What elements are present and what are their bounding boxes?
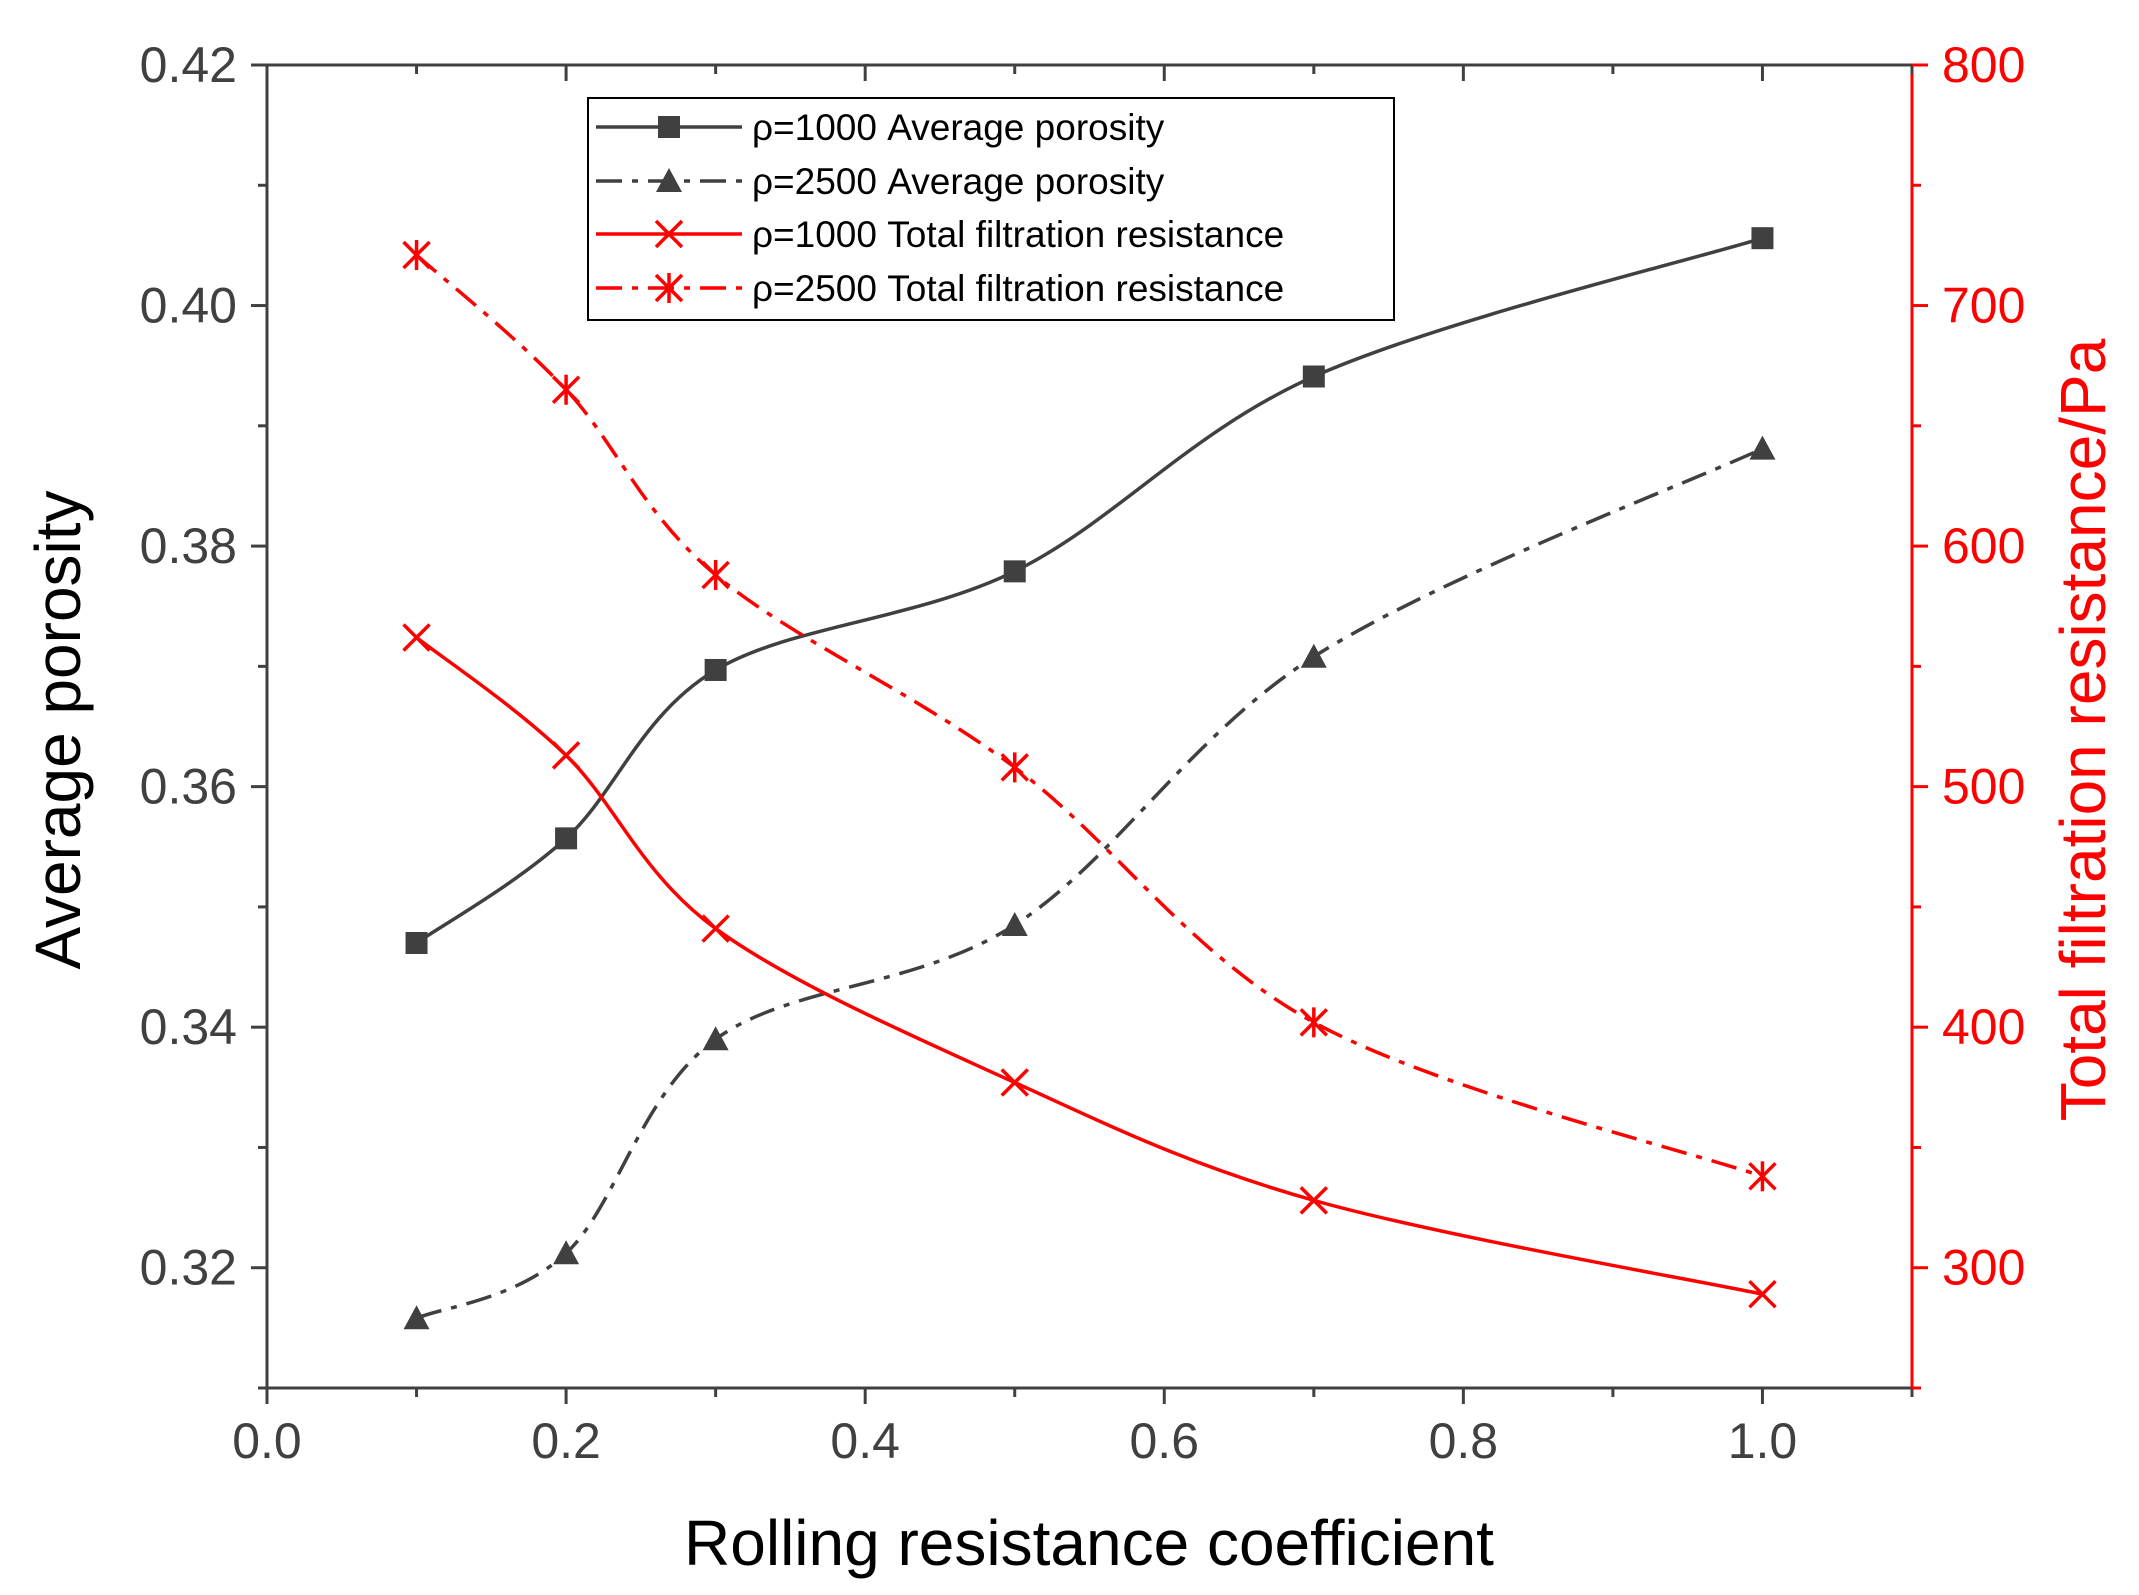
x-tick-label: 0.0 — [232, 1413, 302, 1469]
legend-label: ρ=2500 Average porosity — [752, 161, 1165, 202]
legend: ρ=1000 Average porosity ρ=2500 Average po… — [587, 97, 1395, 321]
data-point — [1000, 752, 1029, 783]
legend-item: ρ=1000 Total filtration resistance — [596, 214, 1284, 255]
data-point — [551, 741, 581, 770]
legend-item: ρ=2500 Total filtration resistance — [596, 268, 1284, 309]
data-point — [704, 658, 727, 681]
data-point — [403, 1305, 430, 1330]
y-right-axis-title: Total filtration resistance/Pa — [2047, 338, 2119, 1121]
series-2 — [403, 435, 1776, 1330]
data-point — [1749, 435, 1776, 460]
legend-marker — [654, 273, 684, 303]
data-point-stroke — [1299, 1186, 1329, 1215]
data-point — [701, 914, 730, 943]
data-point — [402, 623, 431, 652]
y-right-tick-label: 600 — [1942, 518, 2025, 574]
y-right-tick-label: 300 — [1942, 1240, 2025, 1296]
series-layer — [402, 227, 1777, 1330]
legend-marker — [656, 168, 682, 192]
series-3 — [402, 623, 1777, 1309]
series-line — [415, 447, 1764, 1320]
y-right-tick-label: 500 — [1942, 759, 2025, 815]
legend-label: ρ=2500 Total filtration resistance — [752, 268, 1284, 309]
series-line — [415, 636, 1763, 1296]
data-point — [1751, 227, 1774, 250]
data-point-stroke — [551, 741, 581, 770]
data-point-stroke — [1000, 1068, 1029, 1097]
x-tick-label: 0.2 — [531, 1413, 601, 1469]
legend-label: ρ=1000 Total filtration resistance — [752, 214, 1284, 255]
y-left-tick-label: 0.38 — [140, 518, 237, 574]
data-point — [402, 240, 431, 271]
series-line — [415, 253, 1764, 1178]
x-tick-label: 0.6 — [1130, 1413, 1200, 1469]
legend-item: ρ=2500 Average porosity — [596, 161, 1165, 202]
y-left-tick-label: 0.36 — [140, 759, 237, 815]
x-tick-label: 1.0 — [1728, 1413, 1798, 1469]
legend-marker — [658, 116, 680, 138]
data-point — [1003, 560, 1026, 583]
data-point-stroke — [402, 623, 431, 652]
y-left-tick-label: 0.34 — [140, 999, 237, 1055]
data-point — [701, 559, 730, 590]
data-point — [1748, 1279, 1777, 1309]
y-left-tick-label: 0.40 — [140, 278, 237, 334]
data-point — [1302, 365, 1325, 388]
data-point — [1299, 1186, 1329, 1215]
x-tick-label: 0.4 — [830, 1413, 900, 1469]
legend-label: ρ=1000 Average porosity — [752, 107, 1165, 148]
legend-marker — [654, 219, 684, 249]
y-right-tick-label: 800 — [1942, 37, 2025, 93]
data-point — [1000, 1068, 1029, 1097]
data-point — [405, 931, 428, 954]
series-1 — [405, 227, 1774, 954]
y-left-tick-label: 0.32 — [140, 1240, 237, 1296]
data-point — [553, 1240, 580, 1265]
y-right-tick-label: 700 — [1942, 278, 2025, 334]
x-tick-label: 0.8 — [1429, 1413, 1499, 1469]
data-point — [1299, 1007, 1329, 1038]
data-point — [1300, 643, 1327, 668]
series-4 — [402, 240, 1777, 1192]
data-point — [1748, 1161, 1777, 1192]
data-point-stroke — [1748, 1279, 1777, 1309]
axes: 0.0 0.2 0.4 0.6 0.8 1.0 0.32 0.34 0.36 0.38 0.40 0.… — [140, 37, 2026, 1469]
data-point — [702, 1026, 729, 1051]
legend-marker-stroke — [654, 219, 684, 249]
data-point — [555, 827, 578, 850]
y-left-axis-title: Average porosity — [22, 490, 94, 969]
series-line — [415, 236, 1763, 945]
x-axis-title: Rolling resistance coefficient — [684, 1507, 1494, 1579]
legend-item: ρ=1000 Average porosity — [596, 107, 1165, 148]
data-point — [551, 374, 581, 405]
y-left-tick-label: 0.42 — [140, 37, 237, 93]
data-point-stroke — [701, 914, 730, 943]
legend-box — [587, 97, 1395, 321]
data-point — [1001, 911, 1028, 936]
y-right-tick-label: 400 — [1942, 999, 2025, 1055]
